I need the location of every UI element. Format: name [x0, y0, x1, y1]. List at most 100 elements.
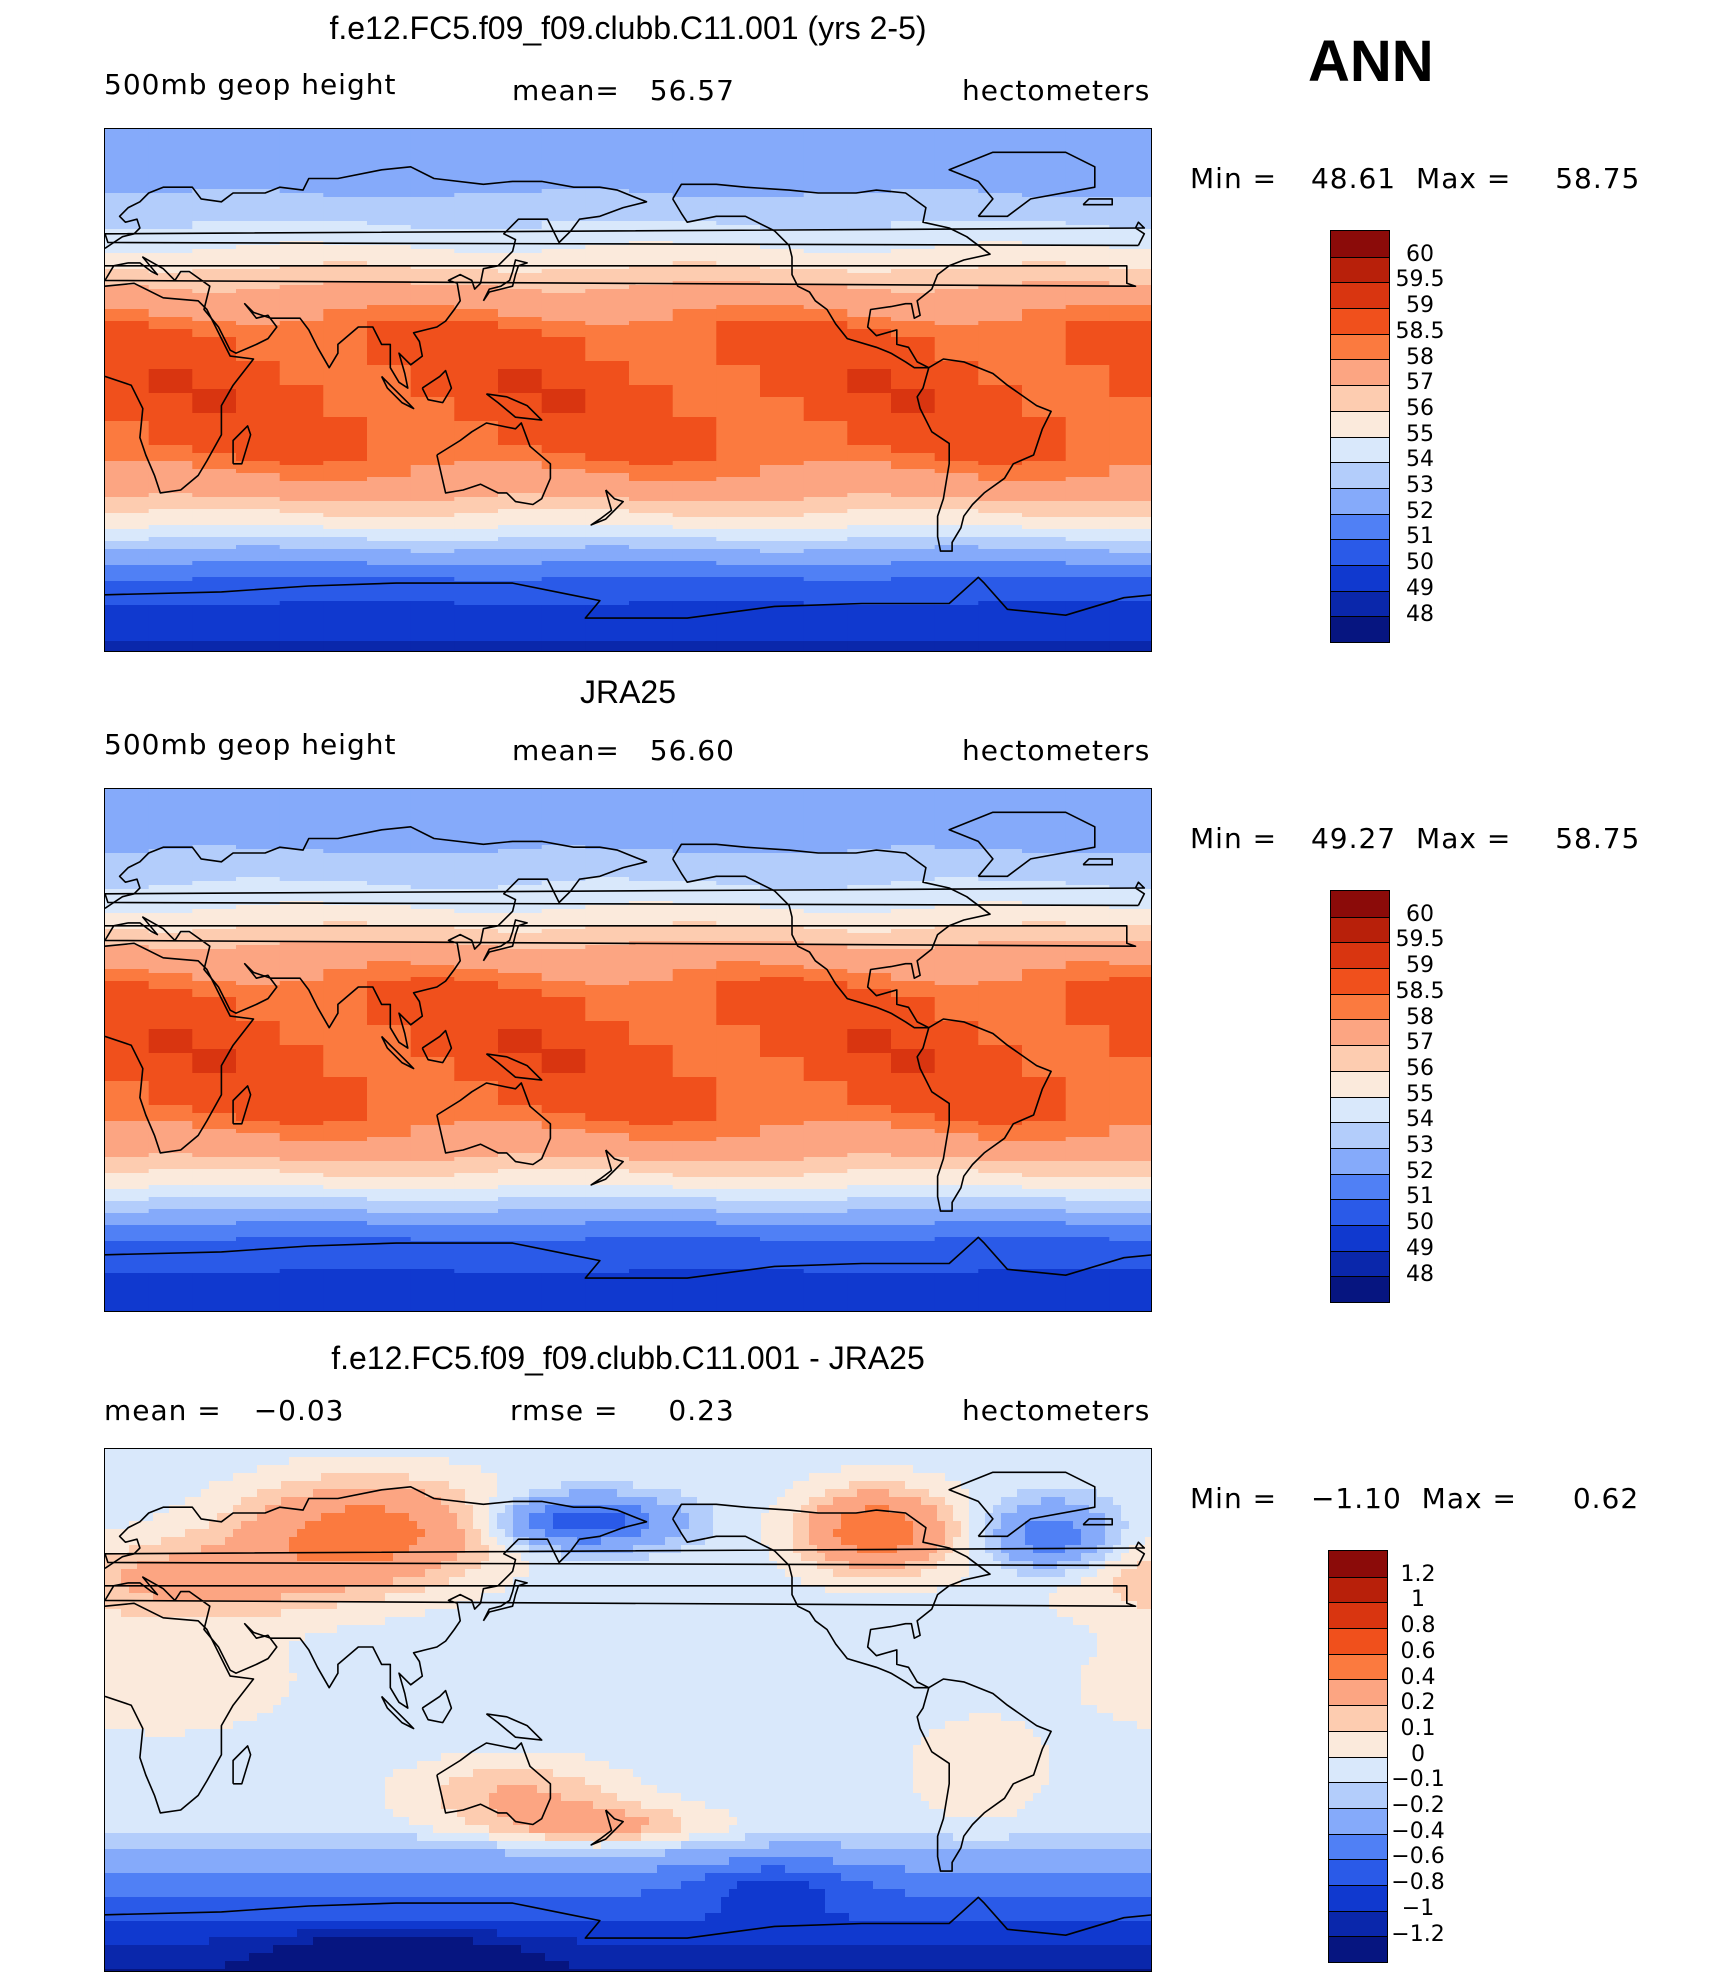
panel1-contour-cell [978, 421, 1023, 426]
panel1-contour-cell [891, 593, 936, 598]
panel1-contour-cell [585, 481, 630, 486]
panel2-contour-cell [629, 853, 674, 858]
panel2-contour-cell [279, 853, 324, 858]
panel1-contour-cell [192, 349, 237, 354]
panel1-contour-cell [192, 485, 237, 490]
panel1-contour-cell [148, 625, 193, 630]
panel1-contour-cell [541, 157, 586, 162]
panel1-contour-cell [105, 601, 150, 606]
panel2-contour-cell [803, 853, 848, 858]
panel1-contour-cell [454, 441, 499, 446]
panel1-contour-cell [192, 525, 237, 530]
panel2-contour-cell [629, 981, 674, 986]
panel1-contour-cell [1065, 297, 1110, 302]
panel2-contour-cell [672, 1053, 717, 1058]
panel2-contour-cell [1065, 1037, 1110, 1042]
panel2-contour-cell [367, 813, 412, 818]
panel1-contour-cell [367, 473, 412, 478]
panel2-contour-cell [323, 1001, 368, 1006]
panel1-contour-cell [760, 521, 805, 526]
panel2-contour-cell [1065, 869, 1110, 874]
panel1-contour-cell [629, 385, 674, 390]
panel1-contour-cell [803, 613, 848, 618]
panel1-contour-cell [410, 381, 455, 386]
panel1-contour-cell [192, 345, 237, 350]
panel2-contour-cell [541, 853, 586, 858]
panel2-contour-cell [1065, 901, 1110, 906]
panel1-contour-cell [1109, 445, 1151, 450]
panel1-contour-cell [629, 509, 674, 514]
panel1-contour-cell [105, 633, 150, 638]
panel1-contour-cell [934, 565, 979, 570]
panel1-contour-cell [760, 233, 805, 238]
panel2-contour-cell [148, 805, 193, 810]
panel1-contour-cell [192, 173, 237, 178]
panel1-contour-cell [236, 633, 281, 638]
panel2-contour-cell [760, 1029, 805, 1034]
panel2-contour-cell [454, 805, 499, 810]
panel1-contour-cell [585, 185, 630, 190]
panel1-contour-cell [716, 533, 761, 538]
panel1-contour-cell [148, 593, 193, 598]
panel1-contour-cell [978, 249, 1023, 254]
panel2-contour-cell [934, 909, 979, 914]
panel2-contour-cell [1109, 1025, 1151, 1030]
panel1-contour-cell [498, 525, 543, 530]
panel1-contour-cell [978, 585, 1023, 590]
panel1-contour-cell [1109, 541, 1151, 546]
panel2-contour-cell [847, 1077, 892, 1082]
panel2-contour-cell [148, 937, 193, 942]
panel1-contour-cell [891, 533, 936, 538]
panel1-contour-cell [367, 421, 412, 426]
panel1-contour-cell [716, 469, 761, 474]
panel1-contour-cell [585, 213, 630, 218]
panel2-contour-cell [585, 1073, 630, 1078]
panel1-contour-cell [148, 641, 193, 646]
panel2-contour-cell [454, 1001, 499, 1006]
panel1-contour-cell [279, 197, 324, 202]
panel1-contour-cell [1022, 273, 1067, 278]
panel1-contour-cell [760, 161, 805, 166]
panel1-contour-cell [148, 569, 193, 574]
panel2-contour-cell [236, 1069, 281, 1074]
panel1-contour-cell [279, 629, 324, 634]
panel1-contour-cell [410, 141, 455, 146]
panel1-contour-cell [279, 377, 324, 382]
panel2-contour-cell [236, 1049, 281, 1054]
panel1-contour-cell [105, 529, 150, 534]
panel2-contour-cell [847, 945, 892, 950]
panel1-contour-cell [716, 465, 761, 470]
panel1-contour-cell [1109, 621, 1151, 626]
panel1-contour-cell [1065, 529, 1110, 534]
panel2-contour-cell [978, 1081, 1023, 1086]
panel1-contour-cell [978, 405, 1023, 410]
panel2-contour-cell [410, 1041, 455, 1046]
panel1-contour-cell [1109, 273, 1151, 278]
panel1-contour-cell [629, 369, 674, 374]
panel1-contour-cell [192, 201, 237, 206]
panel2-contour-cell [1109, 1073, 1151, 1078]
panel2-contour-cell [323, 809, 368, 814]
panel2-contour-cell [236, 1037, 281, 1042]
panel2-contour-cell [978, 1017, 1023, 1022]
panel2-contour-cell [672, 1061, 717, 1066]
panel1-contour-cell [1065, 277, 1110, 282]
panel2-contour-cell [1065, 945, 1110, 950]
panel1-contour-cell [1022, 441, 1067, 446]
panel1-contour-cell [803, 401, 848, 406]
panel1-contour-cell [847, 185, 892, 190]
panel2-contour-cell [1109, 797, 1151, 802]
panel2-contour-cell [891, 1017, 936, 1022]
panel2-contour-cell [410, 957, 455, 962]
panel1-contour-cell [541, 201, 586, 206]
panel1-contour-cell [236, 581, 281, 586]
panel1-contour-cell [1065, 481, 1110, 486]
panel1-contour-cell [629, 341, 674, 346]
panel1-contour-cell [760, 433, 805, 438]
panel1-contour-cell [1065, 293, 1110, 298]
panel2-contour-cell [410, 1013, 455, 1018]
panel1-contour-cell [934, 481, 979, 486]
panel1-contour-cell [1065, 517, 1110, 522]
panel2-contour-cell [192, 945, 237, 950]
panel1-contour-cell [978, 365, 1023, 370]
